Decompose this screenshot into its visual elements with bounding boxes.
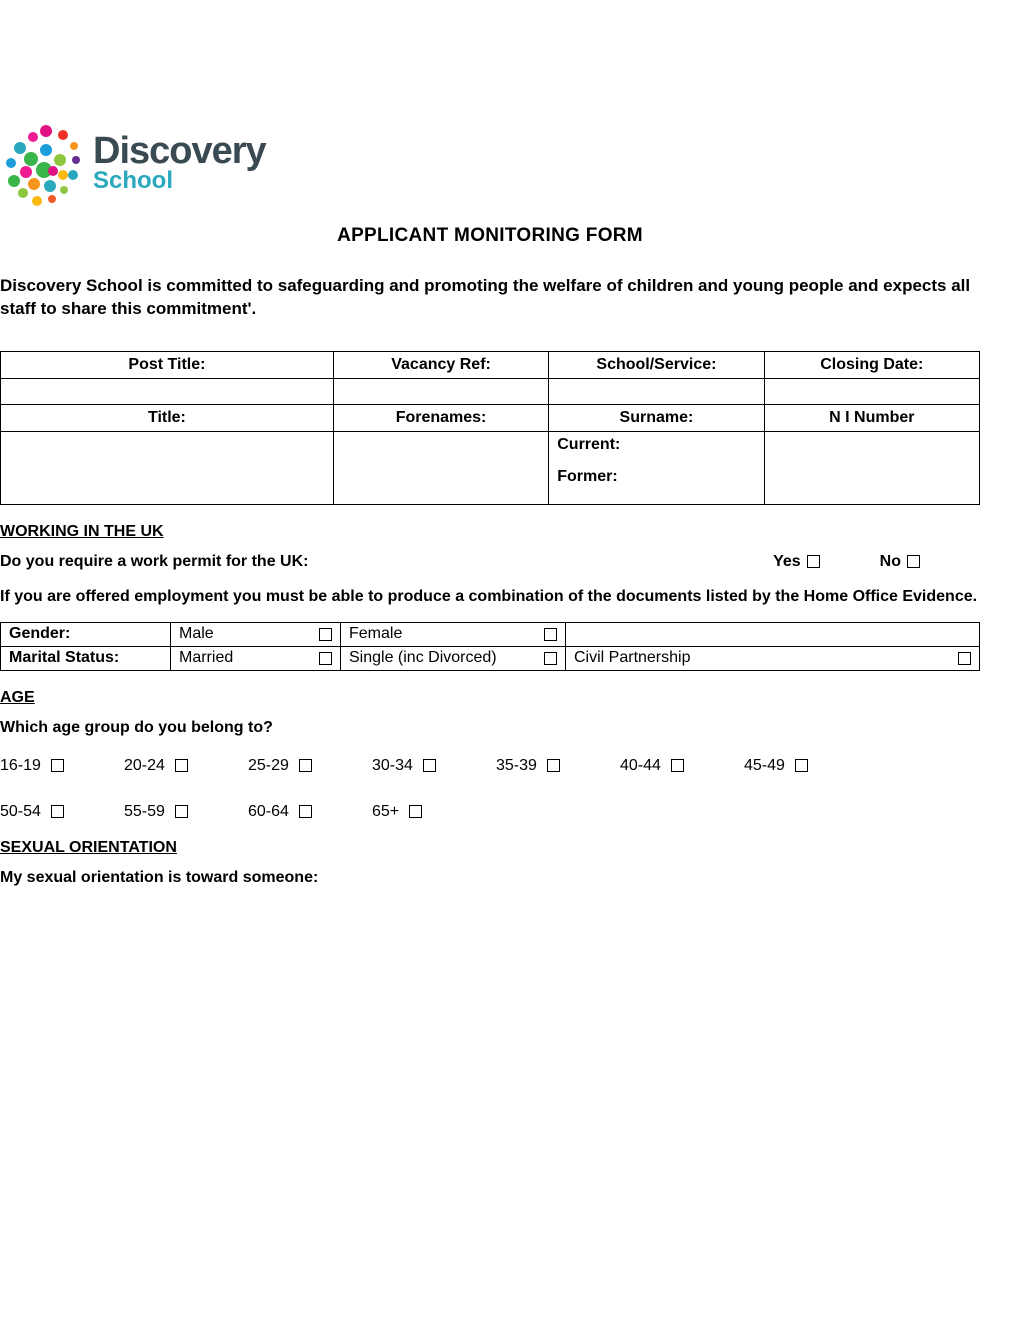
age-label: 65+: [372, 803, 399, 821]
age-label: 50-54: [0, 803, 41, 821]
forenames-field[interactable]: [333, 431, 548, 504]
age-option-60-64[interactable]: 60-64: [248, 803, 326, 821]
no-label: No: [880, 553, 901, 571]
surname-current-label: Current:: [557, 436, 755, 454]
checkbox-icon: [51, 805, 64, 818]
so-question: My sexual orientation is toward someone:: [0, 869, 980, 887]
work-permit-question: Do you require a work permit for the UK:: [0, 553, 773, 571]
header-surname: Surname:: [549, 404, 764, 431]
age-label: 30-34: [372, 757, 413, 775]
logo-text-school: School: [93, 167, 266, 195]
header-title: Title:: [1, 404, 334, 431]
checkbox-icon: [807, 555, 820, 568]
age-option-20-24[interactable]: 20-24: [124, 757, 202, 775]
checkbox-icon: [907, 555, 920, 568]
age-option-65+[interactable]: 65+: [372, 803, 450, 821]
surname-former-label: Former:: [557, 468, 755, 486]
age-option-30-34[interactable]: 30-34: [372, 757, 450, 775]
checkbox-icon: [544, 628, 557, 641]
single-label: Single (inc Divorced): [349, 649, 497, 667]
checkbox-icon: [319, 628, 332, 641]
uk-heading: WORKING IN THE UK: [0, 523, 980, 541]
gender-marital-table: Gender: Male Female Marital Status: Marr…: [0, 622, 980, 671]
male-label: Male: [179, 625, 214, 643]
header-post-title: Post Title:: [1, 351, 334, 378]
checkbox-icon: [299, 759, 312, 772]
gender-male[interactable]: Male: [179, 625, 332, 643]
employment-offer-text: If you are offered employment you must b…: [0, 587, 980, 608]
age-label: 16-19: [0, 757, 41, 775]
school-service-field[interactable]: [549, 378, 764, 404]
age-label: 45-49: [744, 757, 785, 775]
logo: Discovery School: [0, 120, 980, 205]
age-option-50-54[interactable]: 50-54: [0, 803, 78, 821]
age-label: 40-44: [620, 757, 661, 775]
age-option-25-29[interactable]: 25-29: [248, 757, 326, 775]
commitment-statement: Discovery School is committed to safegua…: [0, 275, 980, 321]
checkbox-icon: [175, 805, 188, 818]
age-label: 20-24: [124, 757, 165, 775]
checkbox-icon: [175, 759, 188, 772]
age-option-55-59[interactable]: 55-59: [124, 803, 202, 821]
age-question: Which age group do you belong to?: [0, 719, 980, 737]
age-label: 60-64: [248, 803, 289, 821]
header-closing-date: Closing Date:: [764, 351, 979, 378]
age-option-45-49[interactable]: 45-49: [744, 757, 822, 775]
age-heading: AGE: [0, 689, 980, 707]
civil-label: Civil Partnership: [574, 649, 690, 667]
checkbox-icon: [319, 652, 332, 665]
marital-single[interactable]: Single (inc Divorced): [349, 649, 557, 667]
checkbox-icon: [547, 759, 560, 772]
work-permit-no[interactable]: No: [880, 553, 920, 571]
checkbox-icon: [958, 652, 971, 665]
age-option-16-19[interactable]: 16-19: [0, 757, 78, 775]
work-permit-row: Do you require a work permit for the UK:…: [0, 553, 980, 571]
so-heading: SEXUAL ORIENTATION: [0, 839, 980, 857]
vacancy-ref-field[interactable]: [333, 378, 548, 404]
checkbox-icon: [671, 759, 684, 772]
marital-civil[interactable]: Civil Partnership: [574, 649, 971, 667]
gender-label: Gender:: [1, 622, 171, 646]
ni-number-field[interactable]: [764, 431, 979, 504]
checkbox-icon: [51, 759, 64, 772]
surname-field[interactable]: Current: Former:: [549, 431, 764, 504]
age-option-35-39[interactable]: 35-39: [496, 757, 574, 775]
age-groups: 16-19 20-24 25-29 30-34 35-39 40-44 45-49 50-5…: [0, 757, 980, 821]
age-label: 35-39: [496, 757, 537, 775]
header-school-service: School/Service:: [549, 351, 764, 378]
marital-label: Marital Status:: [1, 646, 171, 670]
checkbox-icon: [544, 652, 557, 665]
yes-label: Yes: [773, 553, 801, 571]
closing-date-field[interactable]: [764, 378, 979, 404]
title-field[interactable]: [1, 431, 334, 504]
checkbox-icon: [795, 759, 808, 772]
post-title-field[interactable]: [1, 378, 334, 404]
post-info-table: Post Title: Vacancy Ref: School/Service:…: [0, 351, 980, 505]
checkbox-icon: [409, 805, 422, 818]
married-label: Married: [179, 649, 233, 667]
female-label: Female: [349, 625, 402, 643]
work-permit-yes[interactable]: Yes: [773, 553, 820, 571]
marital-married[interactable]: Married: [179, 649, 332, 667]
age-option-40-44[interactable]: 40-44: [620, 757, 698, 775]
logo-dots: [0, 120, 85, 205]
header-ni-number: N I Number: [764, 404, 979, 431]
age-label: 55-59: [124, 803, 165, 821]
page-title: APPLICANT MONITORING FORM: [0, 225, 980, 247]
gender-female[interactable]: Female: [349, 625, 557, 643]
header-forenames: Forenames:: [333, 404, 548, 431]
header-vacancy-ref: Vacancy Ref:: [333, 351, 548, 378]
checkbox-icon: [423, 759, 436, 772]
checkbox-icon: [299, 805, 312, 818]
age-label: 25-29: [248, 757, 289, 775]
